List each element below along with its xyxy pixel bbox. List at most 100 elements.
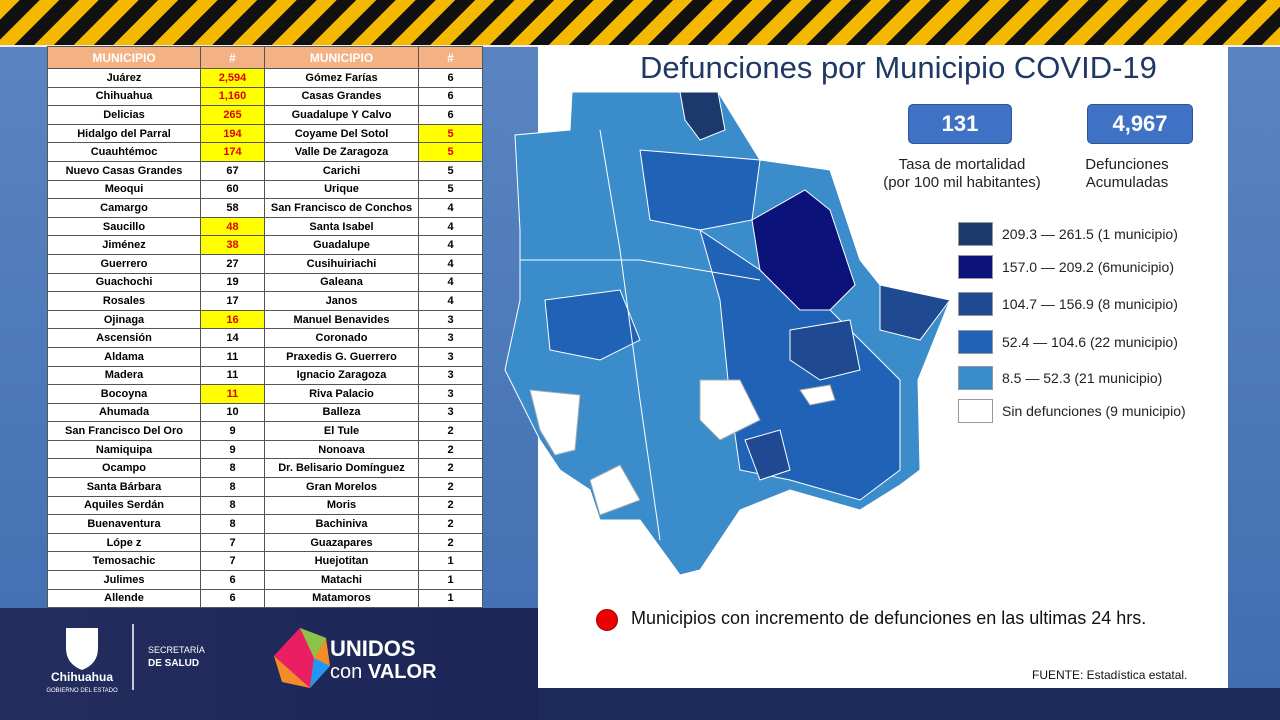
- municipio-cell: Madera: [47, 365, 201, 386]
- municipio-cell: Bocoyna: [47, 384, 201, 404]
- legend-swatch: [958, 330, 993, 354]
- table-row: Guachochi 19 Galeana 4: [47, 272, 483, 293]
- map-region: [679, 91, 726, 141]
- count-cell: 3: [418, 328, 483, 348]
- municipio-cell: Namiquipa: [47, 439, 201, 460]
- count-cell: 19: [200, 272, 265, 293]
- heart-piece: [300, 628, 326, 658]
- column-header: #: [418, 46, 483, 69]
- count-cell: 3: [418, 402, 483, 423]
- slogan-1: UNIDOS: [330, 636, 416, 661]
- table-row: Guerrero 27 Cusihuiriachi 4: [47, 253, 483, 274]
- count-cell: 2: [418, 495, 483, 516]
- slogan-3: VALOR: [368, 661, 437, 683]
- count-cell: 1: [418, 588, 483, 609]
- count-cell: 4: [418, 291, 483, 311]
- count-cell: 2: [418, 532, 483, 553]
- table-row: Ojinaga 16 Manuel Benavides 3: [47, 309, 483, 330]
- map-region: [544, 289, 641, 361]
- municipio-cell: Moris: [264, 495, 419, 516]
- table-row: Hidalgo del Parral 194 Coyame Del Sotol 5: [47, 123, 483, 144]
- map-region: [699, 379, 761, 441]
- municipio-cell: Juárez: [47, 68, 201, 88]
- municipio-cell: San Francisco Del Oro: [47, 421, 201, 441]
- shield-icon: [66, 628, 98, 670]
- map-border: [599, 129, 661, 541]
- count-cell: 5: [418, 123, 483, 144]
- column-header: MUNICIPIO: [47, 46, 201, 69]
- table-body: Juárez 2,594 Gómez Farías 6 Chihuahua 1,160 Ca…: [47, 68, 483, 609]
- count-cell: 2: [418, 439, 483, 460]
- municipio-cell: Matamoros: [264, 588, 419, 609]
- count-cell: 4: [418, 253, 483, 274]
- count-cell: 1,160: [200, 86, 265, 107]
- count-cell: 4: [418, 216, 483, 237]
- legend-label: 8.5 — 52.3 (21 municipio): [1002, 370, 1163, 386]
- count-cell: 1: [418, 551, 483, 572]
- municipio-cell: Guazapares: [264, 532, 419, 553]
- map-region: [589, 464, 641, 516]
- stat-label: Defunciones Acumuladas: [1085, 156, 1169, 191]
- table-row: San Francisco Del Oro 9 El Tule 2: [47, 421, 483, 441]
- municipio-cell: Aquiles Serdán: [47, 495, 201, 516]
- municipio-cell: Delicias: [47, 105, 201, 125]
- municipio-cell: Ascensión: [47, 328, 201, 348]
- legend-swatch: [958, 399, 993, 423]
- municipio-cell: Rosales: [47, 291, 201, 311]
- municipio-cell: Saucillo: [47, 216, 201, 237]
- municipio-cell: Manuel Benavides: [264, 309, 419, 330]
- count-cell: 6: [418, 68, 483, 88]
- municipio-cell: Praxedis G. Guerrero: [264, 346, 419, 367]
- legend-swatch: [958, 255, 993, 279]
- municipio-cell: Ahumada: [47, 402, 201, 423]
- municipio-cell: Jiménez: [47, 235, 201, 255]
- table-row: Rosales 17 Janos 4: [47, 291, 483, 311]
- count-cell: 16: [200, 309, 265, 330]
- legend-item: 52.4 — 104.6 (22 municipio): [958, 330, 1178, 354]
- table-header: MUNICIPIO # MUNICIPIO #: [47, 46, 483, 69]
- municipio-cell: Santa Isabel: [264, 216, 419, 237]
- stat-value: 131: [908, 104, 1012, 144]
- count-cell: 9: [200, 421, 265, 441]
- municipio-cell: Dr. Belisario Domínguez: [264, 458, 419, 479]
- count-cell: 67: [200, 160, 265, 181]
- count-cell: 11: [200, 365, 265, 386]
- brand-bar: Chihuahua GOBIERNO DEL ESTADO SECRETARÍA…: [0, 608, 538, 720]
- count-cell: 4: [418, 198, 483, 218]
- municipio-cell: Guerrero: [47, 253, 201, 274]
- map-region: [799, 384, 836, 406]
- table-row: Juárez 2,594 Gómez Farías 6: [47, 68, 483, 88]
- municipio-cell: Bachiniva: [264, 514, 419, 534]
- municipio-cell: Guadalupe Y Calvo: [264, 105, 419, 125]
- count-cell: 11: [200, 346, 265, 367]
- municipio-cell: Coyame Del Sotol: [264, 123, 419, 144]
- dept-line-1: SECRETARÍA: [148, 645, 205, 655]
- map-region: [879, 284, 951, 341]
- table-row: Nuevo Casas Grandes 67 Carichi 5: [47, 160, 483, 181]
- map-region: [639, 149, 761, 231]
- count-cell: 3: [418, 384, 483, 404]
- count-cell: 48: [200, 216, 265, 237]
- state-sub: GOBIERNO DEL ESTADO: [46, 688, 118, 694]
- municipio-cell: Aldama: [47, 346, 201, 367]
- map-border: [520, 259, 761, 281]
- legend-item: 209.3 — 261.5 (1 municipio): [958, 222, 1178, 246]
- table-row: Saucillo 48 Santa Isabel 4: [47, 216, 483, 237]
- table-row: Madera 11 Ignacio Zaragoza 3: [47, 365, 483, 386]
- municipio-cell: Cuauhtémoc: [47, 142, 201, 162]
- municipio-cell: Coronado: [264, 328, 419, 348]
- legend-swatch: [958, 366, 993, 390]
- column-header: MUNICIPIO: [264, 46, 419, 69]
- count-cell: 194: [200, 123, 265, 144]
- note: Municipios con incremento de defunciones…: [631, 608, 1147, 628]
- count-cell: 6: [418, 105, 483, 125]
- municipio-cell: Meoqui: [47, 179, 201, 200]
- legend-label: 104.7 — 156.9 (8 municipio): [1002, 296, 1178, 312]
- stat-value: 4,967: [1087, 104, 1193, 144]
- caution-stripes: [0, 0, 1280, 47]
- count-cell: 3: [418, 309, 483, 330]
- count-cell: 1: [418, 570, 483, 590]
- state-logo: Chihuahua: [51, 670, 113, 684]
- table-row: Santa Bárbara 8 Gran Morelos 2: [47, 477, 483, 497]
